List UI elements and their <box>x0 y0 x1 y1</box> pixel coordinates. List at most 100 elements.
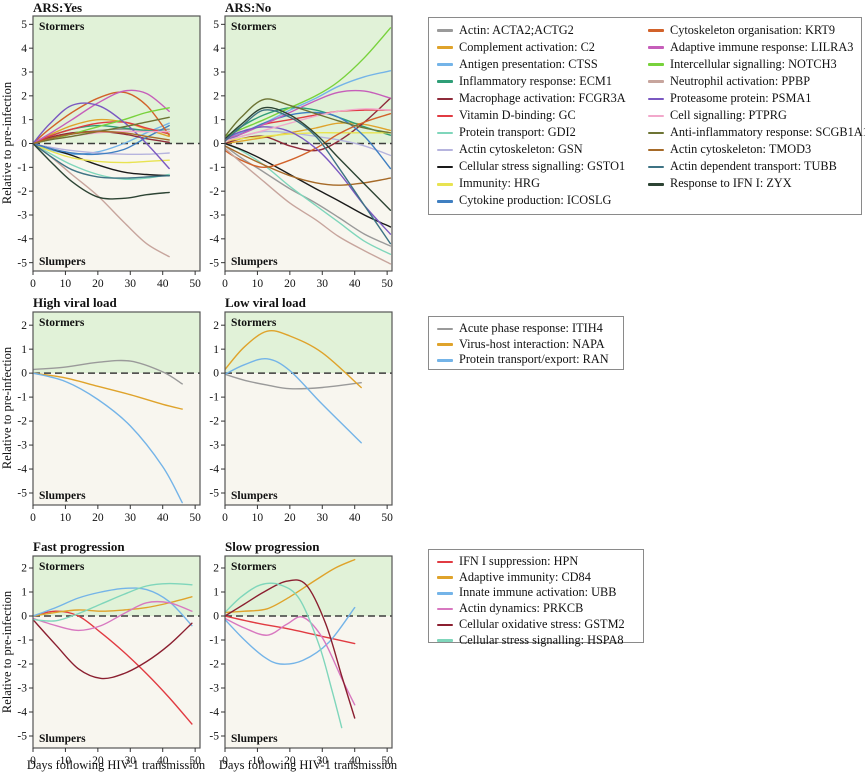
y-tick-label: 3 <box>21 67 27 79</box>
x-tick-label: 30 <box>317 512 329 524</box>
legend-label: Actin dynamics: PRKCB <box>459 601 584 616</box>
panel-title-fast-progression: Fast progression <box>33 539 125 554</box>
stormers-label: Stormers <box>39 21 85 33</box>
series-gdi2-line <box>225 142 392 255</box>
x-tick-label: 10 <box>252 278 264 290</box>
legend-swatch-icon <box>648 29 664 32</box>
slumpers-label: Slumpers <box>231 733 278 745</box>
legend-swatch-icon <box>437 343 453 346</box>
slumpers-label: Slumpers <box>231 256 278 268</box>
y-tick-label: 5 <box>21 19 27 31</box>
slumpers-label: Slumpers <box>231 490 278 502</box>
y-tick-label: -1 <box>209 635 219 647</box>
y-tick-label: 1 <box>213 344 219 356</box>
x-tick-label: 40 <box>349 755 361 767</box>
x-tick-label: 0 <box>222 755 228 767</box>
x-tick-label: 10 <box>60 512 72 524</box>
legend-label: Cytokine production: ICOSLG <box>459 193 612 208</box>
x-axis-label-slow: Days following HIV-1 transmission <box>218 758 398 772</box>
x-tick-label: 10 <box>252 755 264 767</box>
stormers-label: Stormers <box>231 561 277 573</box>
series-hspa8-line <box>33 582 193 622</box>
legend-label: Vitamin D-binding: GC <box>459 108 576 123</box>
y-tick-label: -5 <box>209 488 219 500</box>
legend-viral-load: Acute phase response: ITIH4 Virus-host in… <box>428 316 624 370</box>
x-tick-label: 50 <box>381 512 393 524</box>
x-tick-label: 20 <box>92 278 104 290</box>
legend-label: Cellular stress signalling: GSTO1 <box>459 159 626 174</box>
legend-swatch-icon <box>648 131 664 135</box>
legend-swatch-icon <box>437 97 453 101</box>
legend-item-psma1: Proteasome protein: PSMA1 <box>648 91 853 107</box>
legend-item-notch3: Intercellular signalling: NOTCH3 <box>648 57 853 73</box>
y-tick-label: 0 <box>213 611 219 623</box>
series-gsn-line <box>33 142 170 156</box>
x-tick-label: 0 <box>30 278 36 290</box>
legend-ars: Actin: ACTA2;ACTG2 Complement activation:… <box>428 17 865 215</box>
stormers-label: Stormers <box>39 317 85 329</box>
legend-item-gsn: Actin cytoskeleton: GSN <box>437 142 642 158</box>
series-tubb-line <box>33 142 170 179</box>
y-tick-label: 1 <box>21 344 27 356</box>
series-ptprg-line <box>225 108 392 142</box>
y-tick-label: -1 <box>209 162 219 174</box>
x-tick-label: 10 <box>60 755 72 767</box>
series-prkcb-line <box>33 600 193 632</box>
y-tick-label: -2 <box>17 659 27 671</box>
y-tick-label: -5 <box>209 731 219 743</box>
y-tick-label: 0 <box>21 138 27 150</box>
y-tick-label: -4 <box>209 233 219 245</box>
legend-item-acta2: Actin: ACTA2;ACTG2 <box>437 23 642 39</box>
series-lilra3-line <box>225 89 392 140</box>
x-tick-label: 40 <box>157 512 169 524</box>
y-tick-label: 2 <box>213 320 219 332</box>
legend-label: Actin: ACTA2;ACTG2 <box>459 22 574 37</box>
legend-swatch-icon <box>437 63 453 66</box>
y-tick-label: -5 <box>209 257 219 269</box>
y-tick-label: -3 <box>209 210 219 222</box>
y-tick-label: 0 <box>213 368 219 380</box>
y-tick-label: 2 <box>213 90 219 102</box>
legend-swatch-icon <box>437 182 453 186</box>
x-tick-label: 20 <box>284 512 296 524</box>
legend-label: Cytoskeleton organisation: KRT9 <box>670 22 836 37</box>
legend-swatch-icon <box>437 165 453 169</box>
legend-item-gdi2: Protein transport: GDI2 <box>437 125 642 141</box>
legend-swatch-icon <box>437 148 453 152</box>
stormers-label: Stormers <box>39 561 85 573</box>
series-ubb-line <box>33 587 193 627</box>
legend-label: Adaptive immune response: LILRA3 <box>670 39 854 54</box>
series-gstm2-line <box>225 579 356 719</box>
y-tick-label: 2 <box>21 90 27 102</box>
legend-label: IFN I suppression: HPN <box>459 554 579 568</box>
y-tick-label: -4 <box>17 233 27 245</box>
legend-item-hspa8: Cellular stress signalling: HSPA8 <box>437 633 635 649</box>
series-gc-line <box>33 121 170 145</box>
legend-item-icoslg: Cytokine production: ICOSLG <box>437 193 642 209</box>
panel-title-ars-no: ARS:No <box>225 0 272 15</box>
legend-swatch-icon <box>437 80 453 84</box>
series-ran-line <box>33 372 183 504</box>
series-tmod3-line <box>225 145 392 186</box>
y-tick-label: 0 <box>213 138 219 150</box>
legend-label: Protein transport/export: RAN <box>459 352 609 367</box>
y-tick-label: 2 <box>213 563 219 575</box>
series-notch3-line <box>225 27 392 138</box>
legend-swatch-icon <box>648 182 664 186</box>
legend-item-tubb: Actin dependent transport: TUBB <box>648 159 853 175</box>
x-tick-label: 0 <box>30 512 36 524</box>
y-tick-label: 1 <box>213 114 219 126</box>
x-tick-label: 30 <box>125 755 137 767</box>
series-krt9-line <box>225 113 392 169</box>
series-gsto1-line <box>225 142 392 228</box>
legend-swatch-icon <box>648 80 664 84</box>
y-tick-label: 2 <box>21 320 27 332</box>
legend-label: Cell signalling: PTPRG <box>670 108 787 123</box>
series-itih4-line <box>225 373 362 390</box>
legend-swatch-icon <box>437 560 453 564</box>
y-tick-label: -2 <box>209 659 219 671</box>
